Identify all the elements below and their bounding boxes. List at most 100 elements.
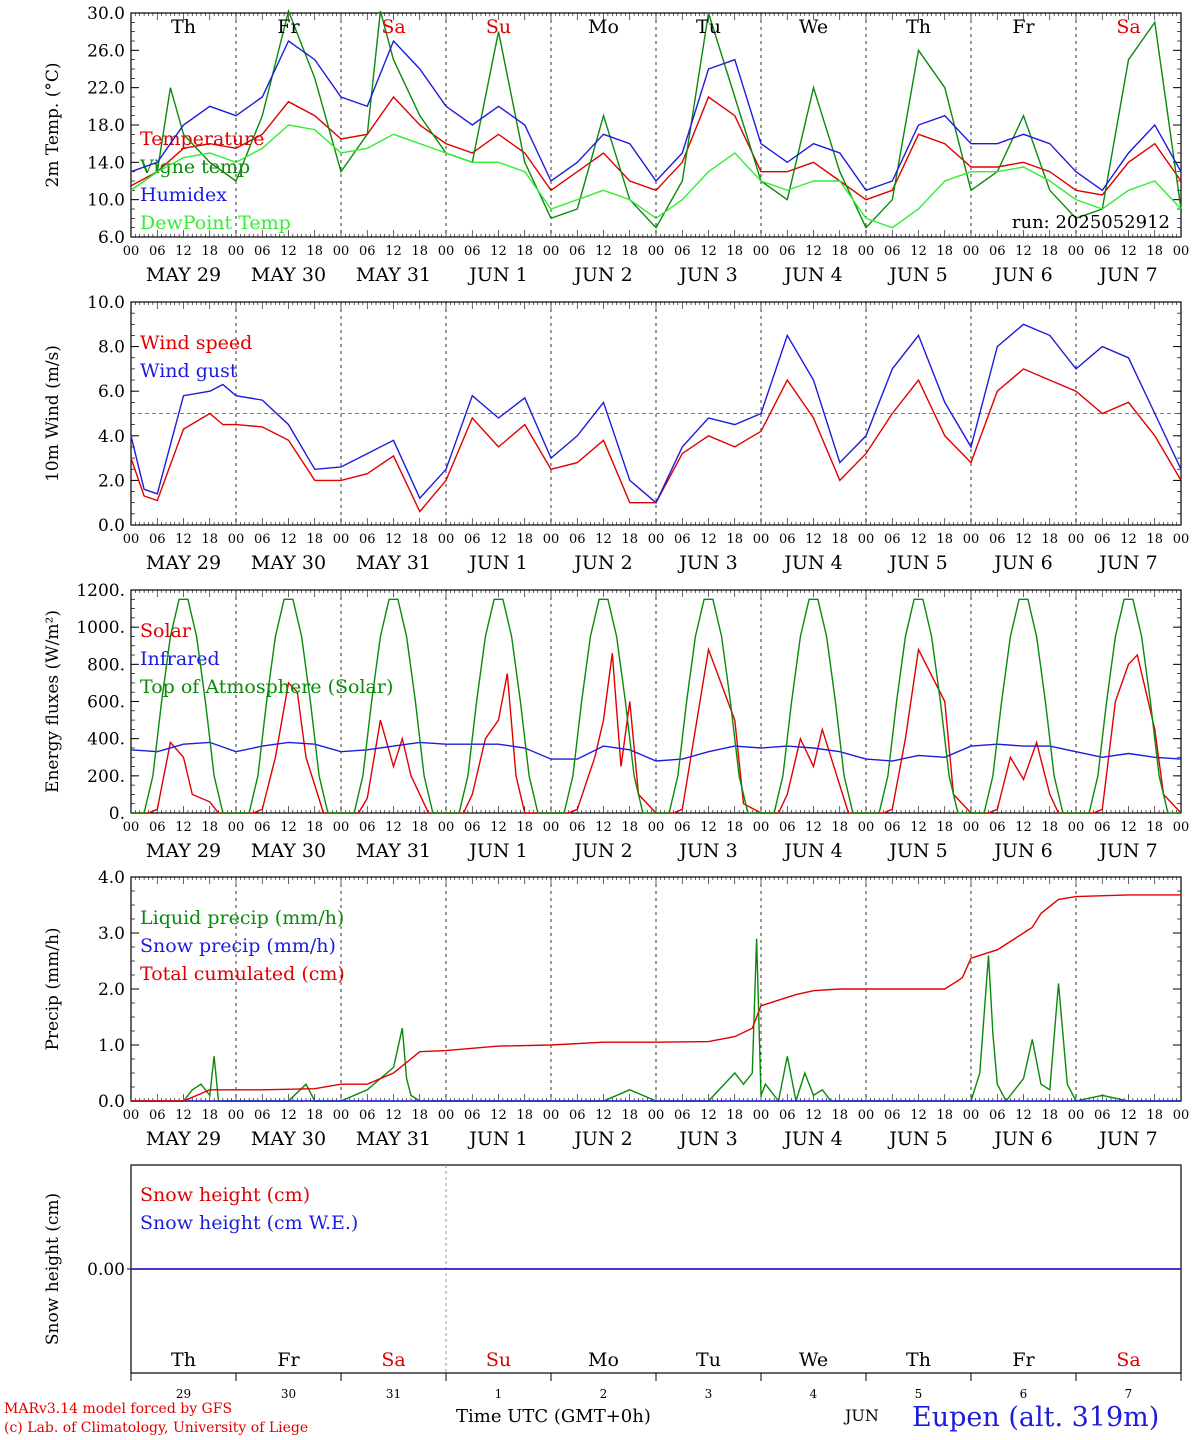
hour-tick-label: 00	[123, 244, 140, 259]
hour-tick-label: 12	[1015, 244, 1032, 259]
hour-tick-label: 00	[228, 244, 245, 259]
y-tick-label: 4.0	[98, 868, 125, 888]
hour-tick-label: 00	[963, 244, 980, 259]
hour-tick-label: 12	[385, 532, 402, 547]
day-number-label: 29	[176, 1387, 191, 1401]
hour-tick-label: 12	[490, 820, 507, 835]
hour-tick-label: 00	[123, 532, 140, 547]
date-label: MAY 29	[146, 264, 221, 286]
y-tick-label: 0.0	[98, 516, 125, 536]
hour-tick-label: 00	[858, 820, 875, 835]
panel-2: 00 06 12 18 00 06 12 18 00 06 12 18 00 06 12 18 00 06 12 18…	[43, 293, 1189, 574]
y-tick-label: 1200.	[76, 581, 125, 601]
hour-tick-label: 18	[621, 244, 638, 259]
hour-tick-label: 12	[385, 244, 402, 259]
series-line-solar	[131, 646, 1182, 814]
date-label: JUN 5	[887, 1128, 947, 1150]
hour-tick-label: 12	[1120, 244, 1137, 259]
date-label: JUN 4	[782, 264, 842, 286]
hour-tick-label: 12	[385, 1108, 402, 1123]
hour-tick-label: 18	[411, 1108, 428, 1123]
y-tick-label: 600.	[87, 693, 125, 713]
y-tick-label: 10.0	[87, 293, 125, 313]
hour-tick-label: 06	[779, 532, 796, 547]
hour-tick-label: 06	[359, 1108, 376, 1123]
date-label: JUN 1	[467, 264, 527, 286]
hour-tick-label: 12	[280, 1108, 297, 1123]
hour-tick-label: 18	[621, 820, 638, 835]
hour-tick-label: 12	[805, 244, 822, 259]
y-tick-label: 14.0	[87, 153, 125, 173]
y-tick-label: 1000.	[76, 618, 125, 638]
hour-tick-label: 12	[1015, 532, 1032, 547]
hour-tick-label: 00	[123, 1108, 140, 1123]
date-label: JUN 6	[992, 264, 1052, 286]
hour-tick-label: 18	[411, 244, 428, 259]
date-label: JUN 1	[467, 1128, 527, 1150]
hour-tick-label: 06	[884, 244, 901, 259]
hour-tick-label: 06	[359, 532, 376, 547]
date-label: JUN 7	[1097, 264, 1157, 286]
hour-tick-label: 06	[254, 1108, 271, 1123]
hour-tick-label: 12	[175, 1108, 192, 1123]
date-label: JUN 3	[677, 1128, 737, 1150]
hour-tick-label: 12	[595, 820, 612, 835]
y-tick-label: 10.0	[87, 191, 125, 211]
date-label: JUN 6	[992, 840, 1052, 862]
legend-entry: Humidex	[140, 184, 227, 206]
hour-tick-label: 18	[201, 532, 218, 547]
hour-tick-label: 00	[753, 1108, 770, 1123]
hour-tick-label: 06	[779, 820, 796, 835]
hour-tick-label: 12	[700, 244, 717, 259]
series-line-top-of-atmosphere-solar-	[131, 598, 1181, 814]
hour-tick-label: 06	[779, 244, 796, 259]
hour-tick-label: 00	[438, 1108, 455, 1123]
hour-tick-label: 06	[779, 1108, 796, 1123]
hour-tick-label: 18	[831, 244, 848, 259]
hour-tick-label: 00	[543, 1108, 560, 1123]
hour-tick-label: 18	[306, 820, 323, 835]
y-axis-title: 2m Temp. (°C)	[43, 62, 63, 187]
y-tick-label: 0.00	[87, 1260, 125, 1280]
y-tick-label: 6.0	[98, 228, 125, 248]
date-label: JUN 7	[1097, 840, 1157, 862]
date-label: MAY 31	[356, 840, 431, 862]
legend-entry: Snow height (cm W.E.)	[140, 1212, 358, 1234]
y-tick-label: 6.0	[98, 382, 125, 402]
hour-tick-label: 12	[280, 244, 297, 259]
legend-entry: DewPoint Temp	[140, 212, 291, 234]
hour-tick-label: 12	[1120, 820, 1137, 835]
hour-tick-label: 00	[228, 820, 245, 835]
hour-tick-label: 00	[333, 532, 350, 547]
hour-tick-label: 12	[910, 532, 927, 547]
hour-tick-label: 00	[1173, 244, 1190, 259]
run-annotation: run: 2025052912	[1012, 212, 1170, 233]
day-name: We	[799, 16, 828, 38]
hour-tick-label: 00	[648, 820, 665, 835]
date-label: JUN 1	[467, 552, 527, 574]
hour-tick-label: 06	[569, 1108, 586, 1123]
hour-tick-label: 12	[1015, 820, 1032, 835]
hour-tick-label: 18	[201, 820, 218, 835]
panel-3: 00 06 12 18 00 06 12 18 00 06 12 18 00 06 12 18 00 06 12 18…	[43, 581, 1189, 862]
date-label: JUN 7	[1097, 552, 1157, 574]
hour-tick-label: 12	[280, 532, 297, 547]
hour-tick-label: 18	[726, 244, 743, 259]
day-name: Sa	[1116, 16, 1140, 38]
date-label: JUN 2	[572, 552, 632, 574]
hour-tick-label: 12	[1015, 1108, 1032, 1123]
station-label: Eupen (alt. 319m)	[912, 1402, 1160, 1433]
hour-tick-label: 00	[963, 820, 980, 835]
date-label: MAY 31	[356, 1128, 431, 1150]
hour-tick-label: 18	[1146, 820, 1163, 835]
y-tick-label: 8.0	[98, 338, 125, 358]
hour-tick-label: 18	[936, 244, 953, 259]
day-number-label: 31	[386, 1387, 401, 1401]
hour-tick-label: 12	[910, 1108, 927, 1123]
hour-tick-label: 12	[910, 244, 927, 259]
panel-4: 00 06 12 18 00 06 12 18 00 06 12 18 00 06 12 18 00 06 12 18…	[43, 868, 1189, 1150]
hour-tick-label: 18	[1041, 1108, 1058, 1123]
day-name: Su	[486, 1349, 511, 1371]
day-name: Sa	[1116, 1349, 1140, 1371]
y-axis-title: 10m Wind (m/s)	[43, 345, 63, 482]
